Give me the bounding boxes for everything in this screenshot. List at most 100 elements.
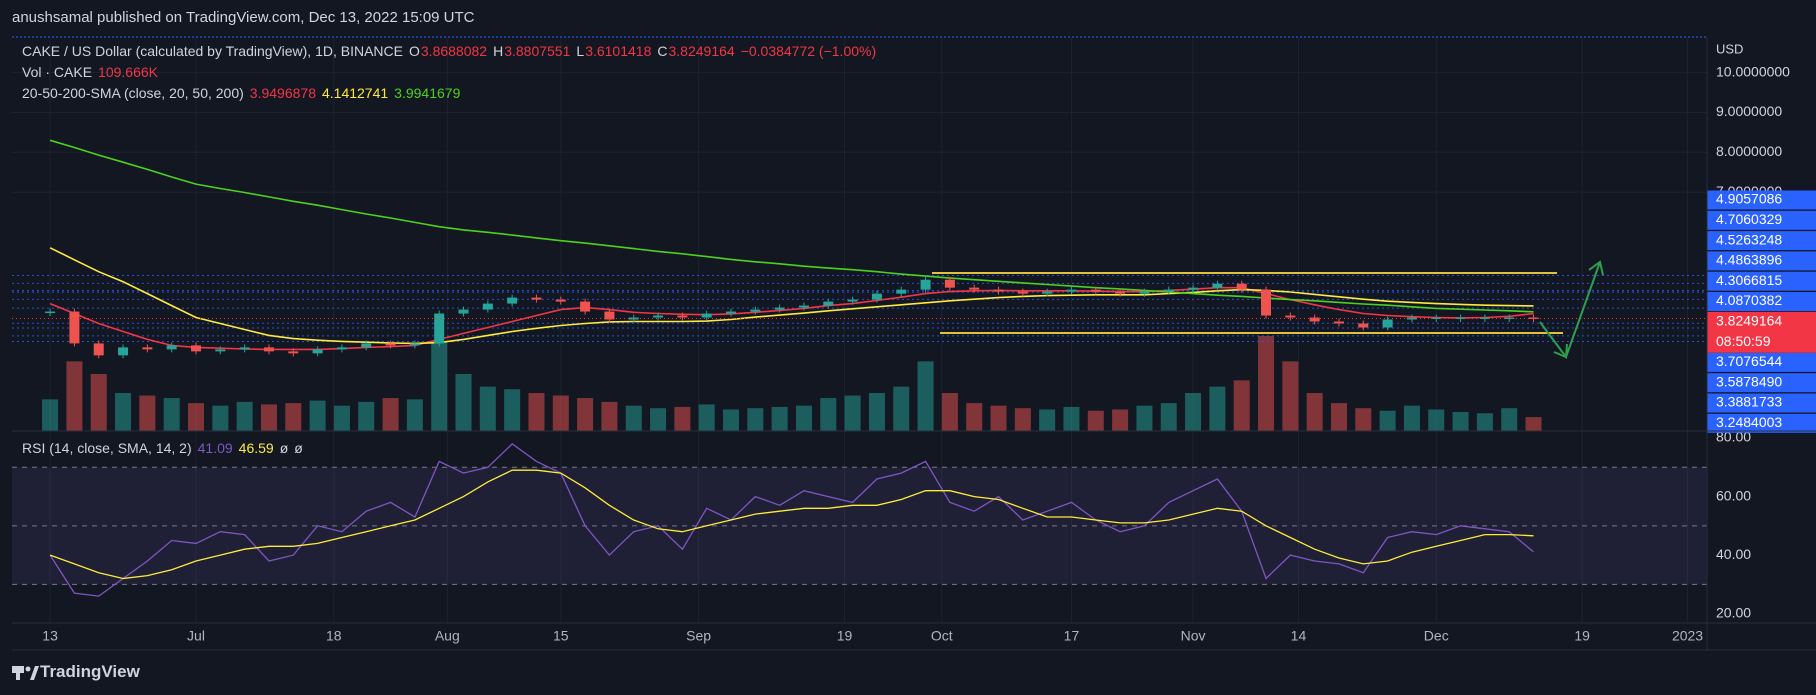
candle: [93, 343, 104, 356]
rsi-tick-label: 40.00: [1716, 546, 1751, 562]
volume-bar: [42, 399, 59, 431]
publisher: anushsamal published on TradingView.com,…: [12, 9, 475, 26]
volume-bar: [1330, 403, 1347, 431]
candle: [118, 347, 129, 356]
volume-bar: [528, 393, 545, 431]
candle: [774, 307, 785, 310]
ohlc-value: 3.6101418: [585, 43, 652, 59]
x-tick-label: Aug: [435, 628, 460, 644]
volume-bar: [188, 403, 205, 431]
volume-bar: [1258, 336, 1275, 431]
volume-bar: [236, 401, 253, 431]
price-label-box: [1707, 292, 1816, 311]
volume-bar: [163, 398, 180, 431]
arrow-head: [1588, 260, 1604, 276]
candle: [507, 297, 518, 304]
price-label: 3.7076544: [1716, 353, 1782, 369]
logo-part: [30, 666, 39, 680]
price-label-box: [1707, 251, 1816, 271]
price-label: 4.3066815: [1716, 272, 1782, 288]
candle: [847, 299, 858, 302]
rsi-flag: ø: [279, 440, 289, 456]
candle: [215, 349, 226, 352]
rsi-flag: ø: [294, 440, 303, 456]
volume-bar: [868, 393, 885, 431]
candle: [531, 297, 542, 300]
volume-bar: [1452, 412, 1469, 431]
volume-bar: [795, 405, 812, 431]
volume-bar: [1112, 409, 1129, 431]
volume-bar: [1476, 413, 1493, 431]
y-tick-label: 9.0000000: [1716, 103, 1782, 119]
rsi-tick-label: 60.00: [1716, 487, 1751, 503]
ohlc-value: 3.8807551: [504, 43, 571, 59]
candle: [1115, 291, 1126, 294]
candle: [871, 293, 882, 300]
volume-bar: [990, 405, 1007, 431]
sma-name: 20-50-200-SMA (close, 20, 50, 200): [22, 85, 244, 101]
rsi-tick-label: 20.00: [1716, 604, 1751, 620]
candle: [336, 347, 347, 350]
price-label: 3.5878490: [1716, 373, 1782, 389]
sma-line: [49, 247, 1534, 345]
ohlc-key: C: [657, 43, 668, 59]
candle: [1382, 319, 1393, 328]
rsi-legend: RSI (14, close, SMA, 14, 2) 41.09 46.59 ø ø: [22, 438, 309, 459]
volume-bar: [260, 404, 277, 431]
price-legend: CAKE / US Dollar (calculated by TradingV…: [22, 41, 882, 62]
candle: [1261, 289, 1272, 316]
x-tick-label: Jul: [187, 628, 205, 644]
candle: [1163, 289, 1174, 292]
candle: [677, 315, 688, 318]
candle: [1139, 291, 1150, 294]
volume-bar: [1233, 380, 1250, 431]
x-tick-label: Dec: [1424, 628, 1449, 644]
volume-bar: [723, 409, 740, 431]
volume-bar: [1039, 409, 1056, 431]
volume-bar: [1209, 386, 1226, 431]
price-label: 4.5263248: [1716, 231, 1782, 247]
candle: [1406, 317, 1417, 320]
x-tick-label: 14: [1291, 628, 1307, 644]
grid-layer: [12, 38, 1707, 623]
volume-bar: [309, 400, 326, 431]
volume-bar: [577, 398, 594, 431]
sma-line: [49, 139, 1534, 313]
volume-bar: [966, 403, 983, 431]
candle: [944, 279, 955, 288]
sma-value: 3.9496878: [249, 85, 316, 101]
price-label: 4.0870382: [1716, 292, 1782, 308]
volume-bar: [844, 395, 861, 431]
candle: [1212, 283, 1223, 288]
candle: [142, 347, 153, 350]
price-label-box: [1707, 271, 1816, 291]
price-axis-unit: USD: [1716, 41, 1743, 56]
x-tick-label: 15: [553, 628, 569, 644]
candle: [45, 311, 56, 314]
rsi-sma-value: 46.59: [238, 440, 274, 456]
candle: [1066, 289, 1077, 292]
candle: [166, 345, 177, 350]
candle: [361, 343, 372, 348]
volume-value: 109.666K: [98, 64, 158, 80]
x-tick-label: 2023: [1672, 628, 1703, 644]
candle: [823, 301, 834, 306]
candle: [239, 347, 250, 350]
current-price-box: [1707, 311, 1816, 353]
volume-bar: [1501, 408, 1518, 431]
candle: [920, 279, 931, 290]
volume-bar: [333, 405, 350, 431]
candle: [482, 303, 493, 310]
volume-bar: [1355, 408, 1372, 431]
volume-bar: [1014, 408, 1031, 431]
volume-bar: [382, 398, 399, 431]
candle: [1309, 317, 1320, 322]
volume-bar: [358, 401, 375, 431]
ohlc-value: 3.8249164: [668, 43, 735, 59]
price-label: 4.4863896: [1716, 252, 1782, 268]
candle: [434, 313, 445, 344]
volume-bar: [1379, 410, 1396, 431]
volume-bar: [285, 403, 302, 431]
candle: [1236, 283, 1247, 290]
